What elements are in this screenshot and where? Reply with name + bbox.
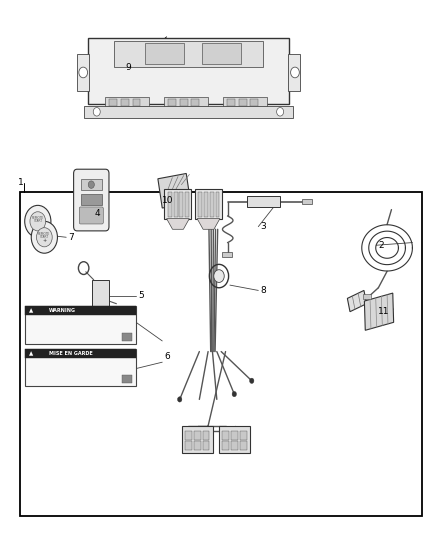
Bar: [201, 43, 241, 64]
Bar: [210, 192, 214, 217]
Circle shape: [93, 108, 100, 116]
Bar: [231, 441, 238, 450]
Bar: [77, 54, 89, 91]
Bar: [81, 193, 102, 205]
Text: 2: 2: [378, 241, 384, 250]
Bar: [88, 38, 289, 104]
Text: ▲: ▲: [29, 351, 33, 356]
Text: 9: 9: [125, 63, 131, 71]
Text: MISE EN GARDE: MISE EN GARDE: [49, 351, 92, 356]
Circle shape: [290, 67, 299, 78]
Bar: [223, 441, 229, 450]
Polygon shape: [347, 290, 367, 312]
Text: 3: 3: [261, 222, 266, 231]
Bar: [302, 199, 311, 204]
Circle shape: [214, 270, 224, 282]
Bar: [122, 333, 132, 341]
Text: WARNING: WARNING: [49, 309, 76, 313]
Bar: [191, 99, 199, 106]
Bar: [231, 431, 238, 440]
Bar: [25, 306, 136, 316]
Bar: [173, 192, 177, 217]
Circle shape: [25, 205, 51, 237]
Circle shape: [250, 378, 254, 383]
Bar: [219, 426, 251, 453]
Bar: [194, 441, 201, 450]
Circle shape: [232, 391, 237, 397]
Circle shape: [277, 108, 284, 116]
FancyBboxPatch shape: [74, 169, 109, 231]
Bar: [223, 431, 229, 440]
Bar: [223, 252, 232, 257]
Bar: [114, 41, 263, 67]
Polygon shape: [197, 219, 220, 229]
Bar: [215, 192, 219, 217]
Bar: [84, 106, 293, 118]
Text: 1: 1: [18, 178, 24, 187]
Bar: [25, 349, 136, 358]
Bar: [121, 99, 129, 106]
Text: REMOTE: REMOTE: [32, 216, 44, 220]
Circle shape: [88, 181, 94, 188]
Polygon shape: [364, 293, 394, 330]
Bar: [251, 99, 258, 106]
Circle shape: [30, 212, 46, 231]
Bar: [109, 99, 117, 106]
Bar: [81, 179, 102, 190]
Text: START: START: [40, 235, 49, 239]
Bar: [247, 196, 280, 207]
Circle shape: [31, 221, 57, 253]
Text: 7: 7: [68, 233, 74, 242]
Bar: [203, 431, 209, 440]
Bar: [363, 294, 371, 299]
Text: 4: 4: [95, 209, 100, 218]
Text: REMOTE: REMOTE: [38, 232, 50, 236]
Bar: [194, 431, 201, 440]
Bar: [198, 192, 202, 217]
Circle shape: [36, 228, 52, 247]
Text: 11: 11: [378, 307, 390, 316]
Text: 5: 5: [138, 291, 144, 300]
Bar: [223, 98, 267, 107]
Polygon shape: [158, 173, 191, 208]
Bar: [288, 54, 300, 91]
Bar: [240, 431, 247, 440]
Bar: [164, 189, 191, 219]
Bar: [204, 192, 208, 217]
Bar: [239, 99, 247, 106]
Bar: [185, 431, 192, 440]
Bar: [180, 99, 187, 106]
Circle shape: [79, 67, 88, 78]
Bar: [168, 192, 172, 217]
FancyBboxPatch shape: [79, 207, 103, 224]
Text: 8: 8: [261, 286, 266, 295]
Bar: [145, 43, 184, 64]
Text: +: +: [42, 238, 46, 243]
Circle shape: [177, 397, 182, 402]
Bar: [185, 441, 192, 450]
Bar: [227, 99, 235, 106]
Bar: [168, 99, 176, 106]
Bar: [92, 280, 109, 312]
Bar: [185, 192, 189, 217]
Bar: [20, 192, 422, 516]
Bar: [164, 98, 208, 107]
Bar: [133, 99, 141, 106]
Bar: [195, 189, 222, 219]
Bar: [106, 98, 149, 107]
Bar: [240, 441, 247, 450]
Polygon shape: [166, 219, 189, 229]
Bar: [203, 441, 209, 450]
Bar: [179, 192, 183, 217]
Bar: [25, 349, 136, 386]
Text: START: START: [33, 219, 42, 223]
Text: 6: 6: [164, 352, 170, 361]
Bar: [25, 306, 136, 344]
Text: ▲: ▲: [29, 309, 33, 313]
Bar: [182, 426, 213, 453]
Bar: [122, 375, 132, 383]
Text: 10: 10: [162, 196, 174, 205]
